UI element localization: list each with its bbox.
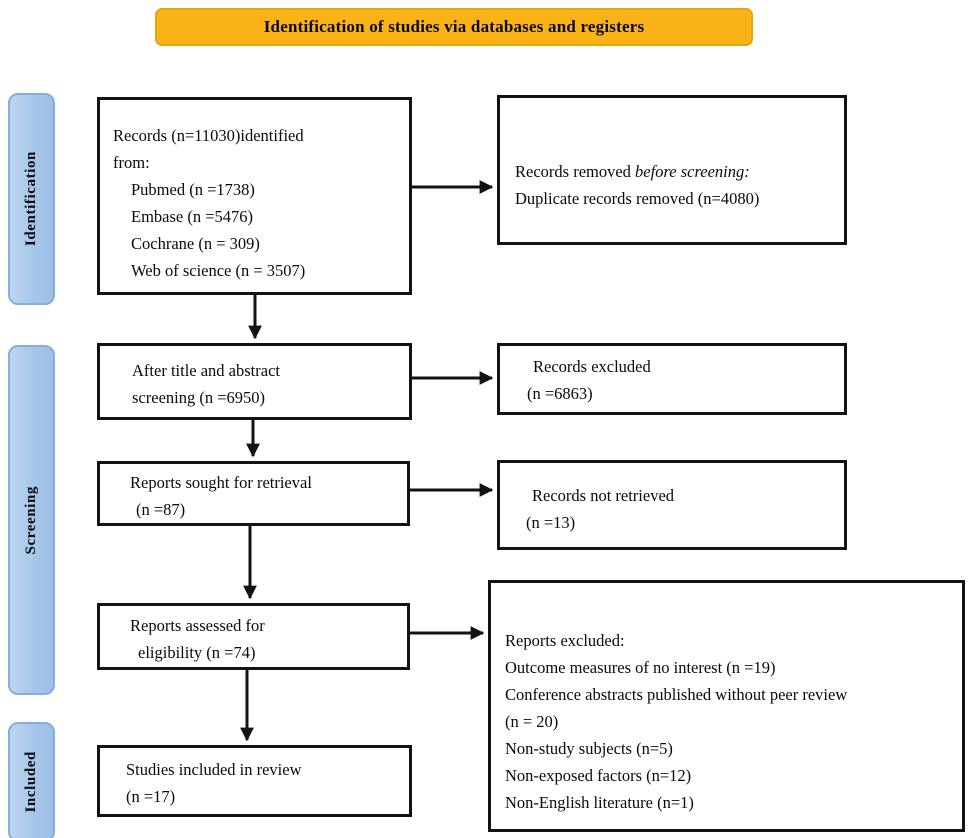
box-line: (n =17) [126, 787, 176, 806]
box-reports-sought: Reports sought for retrieval (n =87) [97, 461, 410, 526]
box-line: Records removed before screening: [515, 158, 836, 185]
box-line: Studies included in review [126, 760, 302, 779]
box-reports-excluded: Reports excluded: Outcome measures of no… [488, 580, 965, 832]
box-line: Reports assessed for [130, 616, 265, 635]
box-records-excluded: Records excluded (n =6863) [497, 343, 847, 415]
box-line: Reports sought for retrieval [130, 473, 312, 492]
box-line: Outcome measures of no interest (n =19) [505, 658, 776, 677]
box-line: Records (n=11030)identified [113, 126, 304, 145]
box-line: After title and abstract [132, 361, 280, 380]
stage-tab-screening: Screening [8, 345, 55, 695]
banner-label: Identification of studies via databases … [263, 17, 645, 36]
box-line: from: [113, 153, 150, 172]
box-line: Cochrane (n = 309) [131, 234, 260, 253]
box-line: Web of science (n = 3507) [131, 261, 306, 280]
box-line: Non-study subjects (n=5) [505, 739, 673, 758]
box-reports-assessed: Reports assessed for eligibility (n =74) [97, 603, 410, 670]
box-line: (n =6863) [527, 384, 593, 403]
box-line: Pubmed (n =1738) [131, 180, 255, 199]
stage-tab-included: Included [8, 722, 55, 838]
box-line: Records not retrieved [532, 486, 675, 505]
box-line: Duplicate records removed (n=4080) [515, 189, 760, 208]
box-line: Embase (n =5476) [131, 207, 254, 226]
stage-tab-identification: Identification [8, 93, 55, 305]
box-studies-included: Studies included in review (n =17) [97, 745, 412, 817]
records-removed-prefix: Records removed [515, 162, 636, 181]
box-line: eligibility (n =74) [138, 643, 256, 662]
box-line: (n =87) [136, 500, 186, 519]
box-records-identified: Records (n=11030)identified from: Pubmed… [97, 97, 412, 295]
box-line: (n =13) [526, 513, 576, 532]
box-records-not-retrieved: Records not retrieved (n =13) [497, 460, 847, 550]
box-line: Records excluded [533, 357, 651, 376]
box-line: Non-exposed factors (n=12) [505, 766, 692, 785]
box-line: Non-English literature (n=1) [505, 793, 694, 812]
box-line: Reports excluded: [505, 631, 625, 650]
box-line: screening (n =6950) [132, 388, 266, 407]
box-line: Conference abstracts published without p… [505, 685, 848, 704]
box-title-abstract-screening: After title and abstract screening (n =6… [97, 343, 412, 420]
box-records-removed: Records removed before screening: Duplic… [497, 95, 847, 245]
records-removed-italic: before screening: [635, 162, 750, 181]
banner-identification-via-databases: Identification of studies via databases … [155, 8, 753, 46]
box-line: (n = 20) [505, 712, 559, 731]
